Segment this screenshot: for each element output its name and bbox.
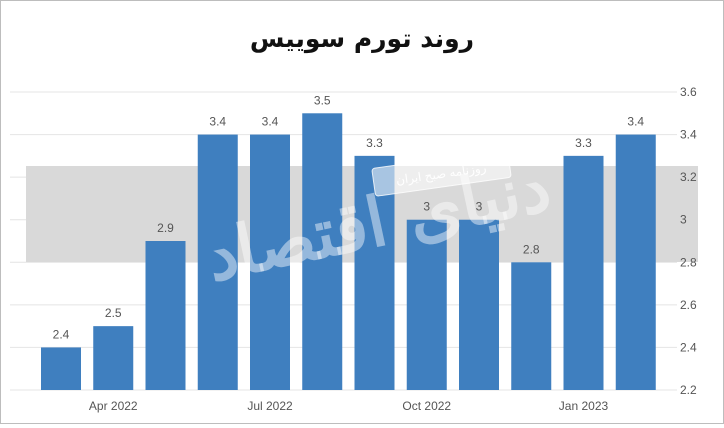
x-tick-label: Jul 2022 bbox=[247, 399, 293, 413]
bars bbox=[41, 113, 656, 391]
x-tick-label: Jan 2023 bbox=[559, 399, 609, 413]
bar bbox=[615, 134, 656, 390]
y-tick-label: 2.8 bbox=[680, 255, 697, 269]
bar bbox=[563, 155, 604, 390]
y-tick-label: 3.6 bbox=[680, 85, 697, 99]
y-tick-label: 3.4 bbox=[680, 128, 697, 142]
bar bbox=[511, 262, 552, 390]
y-tick-label: 2.4 bbox=[680, 340, 697, 354]
bar bbox=[145, 241, 186, 390]
value-labels: 2.4 2.5 2.9 3.4 3.4 3.5 3.3 3 3 2.8 3.3 3.4 bbox=[53, 93, 645, 341]
x-axis: Apr 2022 Jul 2022 Oct 2022 Jan 2023 bbox=[89, 399, 609, 413]
x-tick-label: Oct 2022 bbox=[402, 399, 451, 413]
value-label: 2.8 bbox=[523, 242, 540, 256]
bar bbox=[197, 134, 238, 390]
value-label: 3 bbox=[423, 200, 430, 214]
bar bbox=[459, 219, 499, 390]
value-label: 3 bbox=[476, 200, 483, 214]
y-tick-label: 3 bbox=[680, 213, 687, 227]
bar bbox=[93, 326, 134, 390]
value-label: 3.4 bbox=[209, 115, 226, 129]
y-axis: 2.2 2.4 2.6 2.8 3 3.2 3.4 3.6 bbox=[680, 85, 697, 397]
bar bbox=[41, 347, 81, 390]
value-label: 2.4 bbox=[53, 327, 70, 341]
value-label: 2.5 bbox=[105, 306, 122, 320]
value-label: 3.3 bbox=[575, 136, 592, 150]
value-label: 3.3 bbox=[366, 136, 383, 150]
value-label: 3.4 bbox=[262, 115, 279, 129]
value-label: 3.4 bbox=[627, 115, 644, 129]
y-tick-label: 3.2 bbox=[680, 170, 697, 184]
value-label: 2.9 bbox=[157, 221, 174, 235]
bar bbox=[302, 113, 343, 391]
chart-title: روند تورم سوییس bbox=[249, 24, 475, 53]
bar bbox=[406, 219, 447, 390]
y-tick-label: 2.6 bbox=[680, 298, 697, 312]
bar bbox=[250, 134, 290, 390]
y-tick-label: 2.2 bbox=[680, 383, 697, 397]
x-tick-label: Apr 2022 bbox=[89, 399, 138, 413]
value-label: 3.5 bbox=[314, 93, 331, 107]
watermark-banner bbox=[371, 149, 512, 197]
